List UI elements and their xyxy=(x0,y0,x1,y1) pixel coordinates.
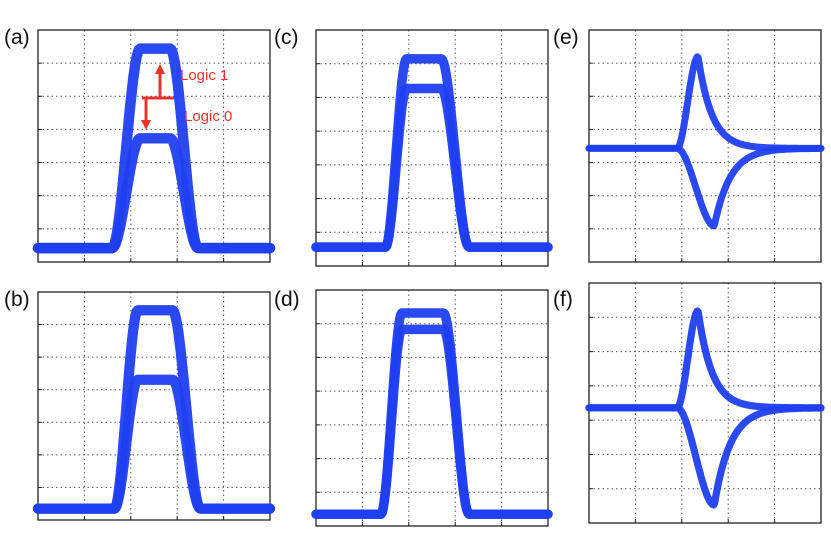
panel-b-frame xyxy=(37,291,271,521)
panel-label-f: (f) xyxy=(553,288,573,311)
panel-d-trace-0 xyxy=(311,308,553,519)
panel-a xyxy=(32,29,276,263)
panel-b-trace-1 xyxy=(32,374,276,514)
panel-e xyxy=(585,29,825,263)
panel-label-d: (d) xyxy=(274,288,300,311)
panel-label-a: (a) xyxy=(4,26,30,49)
panel-a-frame xyxy=(37,29,271,263)
panel-label-e: (e) xyxy=(553,26,579,49)
panel-f-trace-0 xyxy=(585,307,825,412)
panel-a-trace-1 xyxy=(32,133,276,254)
panel-c-frame xyxy=(315,29,549,267)
panel-c-trace-1 xyxy=(311,83,553,252)
panel-label-b: (b) xyxy=(4,288,30,311)
arrowhead-logic-1 xyxy=(155,64,165,74)
panel-a-grid xyxy=(38,30,270,262)
arrowhead-logic-0 xyxy=(141,120,152,130)
panel-e-trace-1 xyxy=(585,144,825,230)
panel-f-trace-1 xyxy=(585,404,825,509)
panel-d xyxy=(311,289,553,527)
panel-label-c: (c) xyxy=(274,26,299,49)
panel-f-frame xyxy=(588,282,822,524)
panel-c xyxy=(311,29,553,267)
panel-e-trace-0 xyxy=(585,53,825,152)
panel-b xyxy=(32,291,276,521)
panel-a-trace-0 xyxy=(32,43,276,254)
panel-b-grid xyxy=(38,292,270,520)
annotation-logic-1: Logic 1 xyxy=(180,67,228,84)
panel-c-grid xyxy=(316,30,548,266)
panel-f xyxy=(585,282,825,524)
panel-d-frame xyxy=(315,289,549,527)
panel-a-arrows xyxy=(141,64,174,130)
panel-b-trace-0 xyxy=(32,305,276,514)
annotation-logic-0: Logic 0 xyxy=(184,108,232,125)
panel-d-trace-1 xyxy=(311,324,553,519)
